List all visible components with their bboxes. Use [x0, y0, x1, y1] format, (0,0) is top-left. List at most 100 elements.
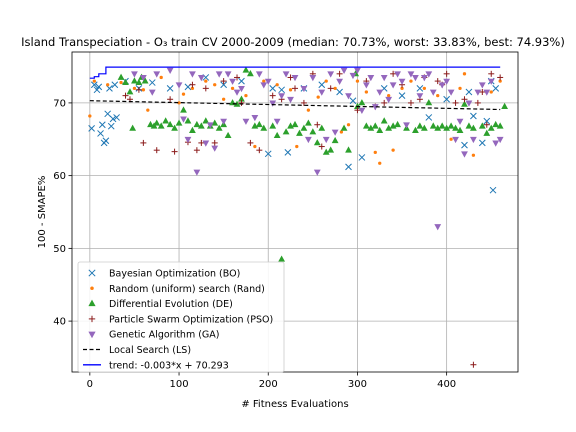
data-point — [238, 77, 245, 85]
data-point — [220, 81, 227, 89]
data-point — [278, 86, 285, 94]
data-point — [106, 83, 110, 87]
data-point — [354, 67, 361, 74]
data-point — [269, 92, 276, 99]
data-point-stroke — [416, 85, 424, 92]
data-point — [501, 102, 509, 109]
legend-label: Differential Evolution (DE) — [109, 299, 233, 310]
data-point — [336, 78, 343, 85]
data-point — [171, 124, 178, 131]
data-point — [425, 114, 433, 121]
data-point — [287, 74, 294, 81]
data-point — [135, 78, 143, 85]
data-point — [92, 79, 96, 83]
x-tick-label: 300 — [348, 379, 367, 390]
data-point — [412, 126, 419, 133]
data-point — [345, 93, 352, 100]
data-point — [102, 137, 110, 145]
data-point — [436, 93, 440, 98]
data-point — [378, 161, 382, 165]
data-point — [141, 88, 146, 92]
data-point — [358, 154, 366, 161]
data-point — [367, 124, 375, 131]
y-tick-label: 40 — [53, 317, 66, 328]
data-point — [425, 71, 433, 78]
data-point — [300, 99, 307, 106]
y-axis-label: 100 - SMAPE% — [37, 176, 48, 249]
data-point — [139, 75, 147, 82]
data-point — [180, 116, 187, 123]
data-point — [309, 75, 317, 82]
data-point-stroke — [318, 81, 326, 89]
data-point — [291, 120, 299, 128]
data-point — [109, 115, 117, 123]
data-point — [171, 148, 178, 155]
data-point — [304, 136, 312, 144]
data-point — [184, 136, 192, 144]
data-point — [483, 117, 491, 125]
data-point — [190, 86, 195, 91]
data-point — [220, 78, 227, 85]
data-point — [275, 83, 279, 87]
data-point — [211, 145, 219, 152]
data-point — [429, 122, 437, 129]
data-point — [111, 81, 119, 89]
data-point — [456, 118, 464, 125]
legend-label: Particle Swarm Optimization (PSO) — [109, 314, 273, 325]
data-point — [153, 71, 161, 78]
data-point — [255, 120, 263, 128]
data-point — [264, 150, 272, 158]
data-point — [202, 85, 209, 92]
data-point — [97, 130, 104, 137]
data-point-stroke — [269, 85, 277, 92]
data-point — [367, 75, 375, 82]
data-point — [355, 79, 360, 83]
data-point — [175, 119, 183, 126]
series-1 — [88, 72, 502, 165]
data-point-stroke — [104, 110, 112, 118]
data-point — [496, 136, 504, 144]
data-point-stroke — [478, 139, 486, 147]
data-point — [358, 99, 366, 106]
data-point — [247, 139, 254, 146]
data-point — [193, 120, 201, 128]
data-point — [420, 124, 428, 131]
data-point — [295, 144, 299, 149]
data-point — [122, 78, 129, 85]
data-point — [380, 75, 388, 82]
data-point — [416, 122, 424, 129]
data-point — [113, 114, 120, 121]
data-point-stroke — [470, 112, 477, 120]
data-point — [282, 128, 290, 135]
legend-label: trend: -0.003*x + 70.293 — [109, 360, 229, 371]
data-point — [340, 124, 348, 131]
data-point — [362, 122, 370, 129]
data-point — [224, 71, 232, 78]
data-point — [354, 107, 361, 114]
data-point — [394, 120, 401, 128]
plot-area — [88, 66, 509, 368]
data-point — [497, 74, 504, 81]
data-point — [242, 66, 250, 73]
data-point — [198, 139, 205, 146]
data-point — [371, 104, 379, 111]
x-axis-label: # Fitness Evaluations — [241, 399, 348, 410]
data-point — [362, 82, 370, 89]
data-point — [376, 89, 384, 96]
axis-ticks: 0 100 200 300 400 40 50 60 70 — [53, 98, 456, 390]
data-point — [88, 125, 95, 132]
data-point — [349, 97, 357, 105]
data-point — [387, 93, 391, 98]
data-point — [336, 88, 343, 96]
data-point — [131, 71, 138, 78]
data-point — [425, 99, 433, 106]
data-point — [166, 120, 174, 128]
data-point — [306, 108, 311, 112]
data-point — [314, 121, 321, 128]
data-point — [443, 124, 451, 131]
data-point — [331, 136, 339, 144]
data-point — [129, 124, 137, 131]
data-point — [131, 77, 138, 84]
legend-label: Local Search (LS) — [109, 345, 191, 356]
data-point-stroke — [336, 88, 343, 96]
